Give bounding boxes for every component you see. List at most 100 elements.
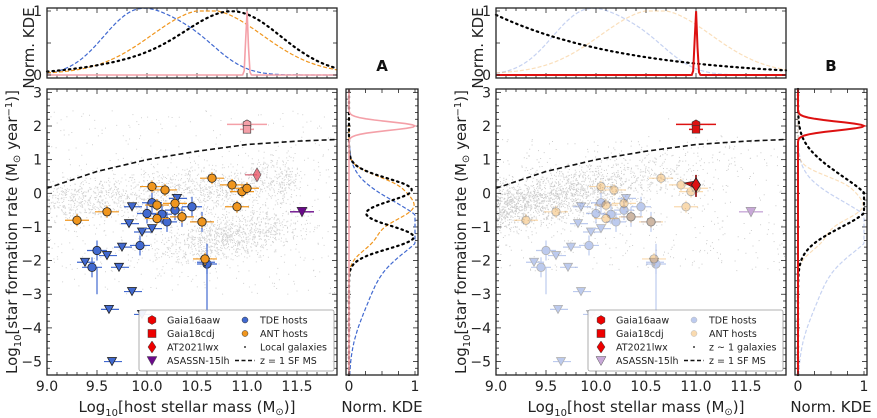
- gaia18cdj-marker: [691, 125, 701, 134]
- right-kde-ant-curve: [797, 89, 864, 375]
- tde-upper-limit: [550, 251, 562, 261]
- legend-label: z = 1 SF MS: [709, 356, 766, 367]
- ant-point: [609, 185, 619, 195]
- ant-point: [200, 254, 210, 264]
- legend-label: Gaia16aaw: [616, 316, 669, 327]
- tde-point: [584, 240, 594, 251]
- tde-upper-limit: [106, 357, 118, 367]
- tde-point: [619, 205, 629, 215]
- panel-a: 9.0 9.5 10.0 10.5 11.0 11.53210−1−2−3−4−5Log1…: [3, 4, 423, 418]
- legend-square-icon: [147, 329, 157, 338]
- ant-point: [596, 181, 606, 192]
- sf-main-sequence-line: [47, 138, 337, 190]
- x-tick-label: 9.0: [485, 379, 507, 395]
- legend-box: [138, 309, 335, 372]
- main-axes-frame: [495, 88, 787, 376]
- tde-upper-limit: [528, 257, 540, 268]
- y-tick-label: −5: [21, 355, 42, 371]
- right-kde-x-tick-label: 1: [860, 379, 869, 395]
- tde-upper-limit: [101, 251, 113, 261]
- y-tick-label: −1: [470, 220, 491, 236]
- tde-point: [162, 217, 172, 227]
- legend-label: Gaia18cdj: [167, 329, 215, 340]
- ant-point: [601, 213, 611, 224]
- right-kde-panel: 0 1 Norm. KDE: [790, 87, 872, 416]
- ant-point: [619, 198, 629, 208]
- x-tick-label: 10.5: [181, 379, 212, 395]
- top-kde-local-curve: [45, 10, 339, 73]
- y-tick-label: −5: [470, 355, 491, 371]
- ant-point: [649, 254, 659, 264]
- tde-point: [651, 259, 661, 269]
- tde-upper-limit: [116, 242, 128, 252]
- legend-label: Gaia16aaw: [167, 316, 220, 327]
- top-kde-ant-curve: [46, 10, 338, 74]
- tde-point: [606, 209, 616, 219]
- tde-upper-limit: [136, 227, 148, 237]
- legend-label: z ~ 1 galaxies: [709, 343, 776, 354]
- legend-tde-icon: [690, 316, 698, 324]
- right-kde-x-tick-label: 0: [794, 379, 803, 395]
- panel-b: 9.0 9.5 10.0 10.5 11.0 11.53210−1−2−3−4−5Log1…: [452, 4, 872, 418]
- x-tick-label: 11.0: [231, 379, 262, 395]
- ant-point: [242, 183, 252, 193]
- legend-label: ANT hosts: [709, 329, 757, 340]
- legend-box: [587, 309, 784, 372]
- right-kde-gaia-curve: [348, 89, 417, 375]
- tde-upper-limit: [123, 219, 135, 229]
- y-tick-label: −3: [21, 287, 42, 303]
- y-tick-label: −3: [470, 287, 491, 303]
- y-tick-label: 0: [482, 186, 491, 202]
- tde-point: [142, 208, 152, 219]
- legend-triangle-icon: [146, 356, 158, 367]
- y-tick-label: 1: [482, 153, 491, 169]
- tde-point: [611, 217, 621, 227]
- tde-upper-limit: [79, 257, 91, 268]
- y-tick-label: −1: [21, 220, 42, 236]
- x-tick-label: 9.5: [535, 379, 557, 395]
- legend-label: ASASSN-15lh: [616, 356, 679, 367]
- top-kde-gaia-curve: [496, 11, 786, 76]
- tde-point: [92, 245, 102, 256]
- legend: Gaia16aaw Gaia18cdj AT2021lwx ASASSN-15lh TD…: [587, 309, 784, 372]
- top-kde-ant-curve: [495, 10, 787, 74]
- sf-main-sequence-line: [496, 138, 786, 190]
- background-points: [496, 118, 785, 272]
- legend-label: TDE hosts: [259, 316, 308, 327]
- legend-triangle-icon: [595, 356, 607, 367]
- tde-upper-limit: [595, 224, 607, 234]
- ant-point: [551, 207, 561, 217]
- gaia18cdj-marker: [242, 125, 252, 134]
- tde-upper-limit: [126, 287, 138, 297]
- legend-hexagon-icon: [596, 315, 606, 325]
- tde-upper-limit: [565, 242, 577, 252]
- tde-point: [626, 212, 636, 222]
- tde-upper-limit: [146, 224, 158, 234]
- legend-hexagon-icon: [147, 315, 157, 325]
- legend-label: ASASSN-15lh: [167, 356, 230, 367]
- legend-label: AT2021lwx: [167, 343, 219, 354]
- right-kde-x-tick-label: 1: [411, 379, 420, 395]
- asassn15lh-marker: [296, 207, 308, 218]
- right-kde-tde-curve: [797, 89, 865, 376]
- plot-area: [47, 110, 337, 367]
- right-kde-x-label: Norm. KDE: [790, 398, 871, 416]
- right-kde-x-label: Norm. KDE: [341, 398, 422, 416]
- legend-tde-icon: [241, 316, 249, 324]
- legend-label: AT2021lwx: [616, 343, 668, 354]
- y-tick-label: 3: [33, 85, 42, 101]
- legend-label: TDE hosts: [708, 316, 757, 327]
- tde-upper-limit: [575, 202, 587, 212]
- ant-point: [681, 202, 691, 212]
- tde-upper-limit: [575, 287, 587, 297]
- x-tick-label: 10.0: [580, 379, 611, 395]
- x-tick-label: 9.0: [36, 379, 58, 395]
- top-kde-y-label: Norm. KDE: [469, 7, 487, 88]
- tde-point: [536, 262, 546, 272]
- y-tick-label: 0: [33, 186, 42, 202]
- tde-point: [591, 208, 601, 219]
- y-tick-label: −2: [470, 254, 491, 270]
- y-tick-label: 2: [33, 119, 42, 135]
